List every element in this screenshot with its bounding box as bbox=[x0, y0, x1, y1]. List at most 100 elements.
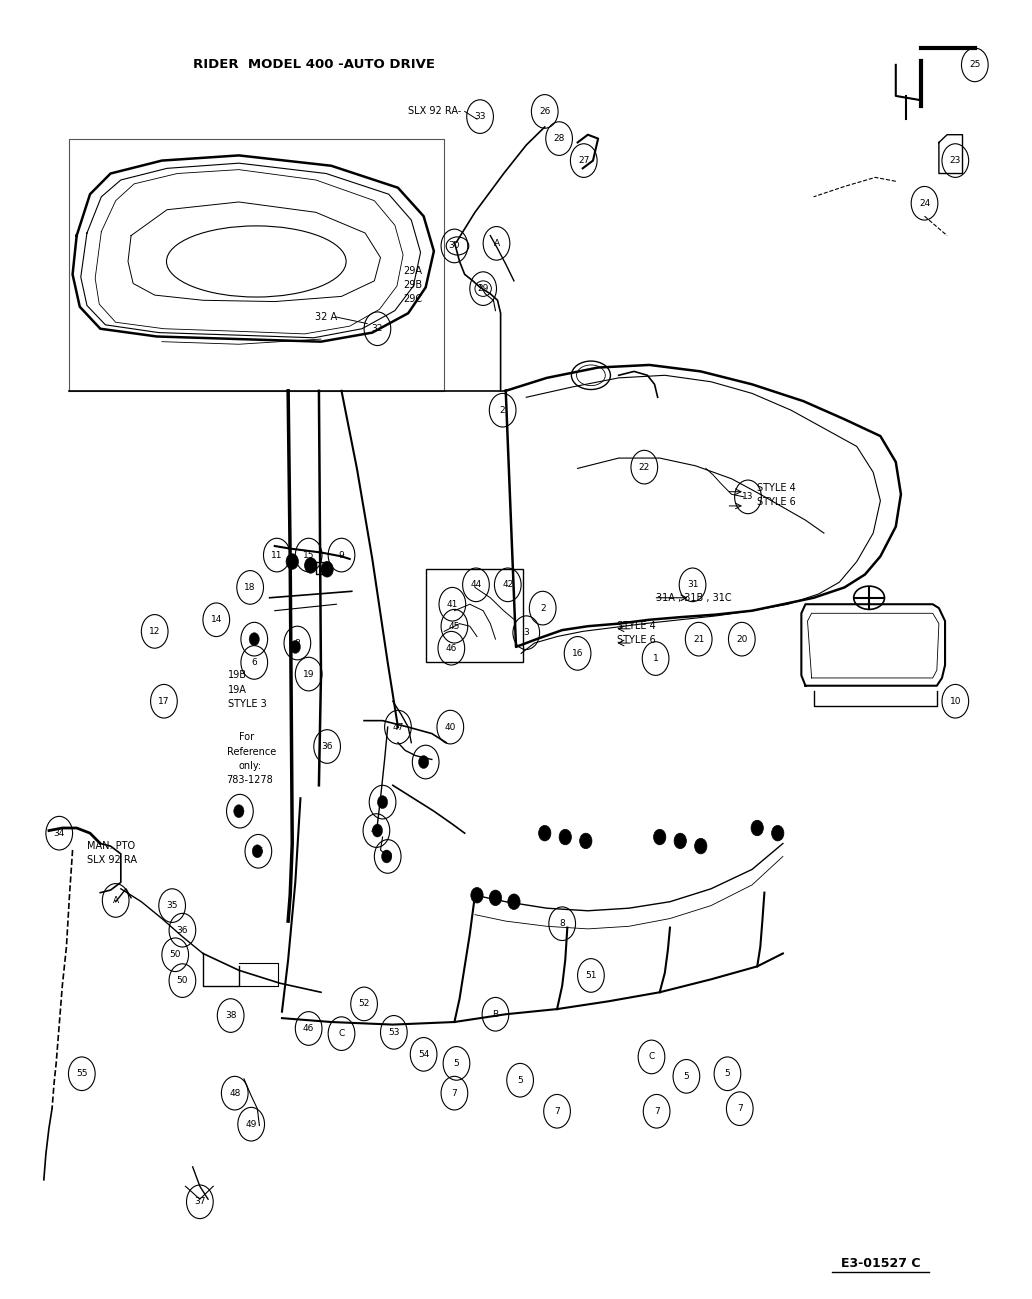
Text: 7: 7 bbox=[737, 1104, 743, 1113]
Text: 23: 23 bbox=[949, 156, 961, 165]
Text: 38: 38 bbox=[225, 1011, 236, 1020]
Text: 49: 49 bbox=[246, 1120, 257, 1129]
Text: 44: 44 bbox=[471, 581, 482, 590]
Text: 5: 5 bbox=[724, 1069, 731, 1078]
Text: 19A: 19A bbox=[228, 685, 247, 695]
Text: STYLE 3: STYLE 3 bbox=[228, 699, 266, 709]
Text: 15: 15 bbox=[303, 551, 315, 560]
Text: 5: 5 bbox=[517, 1076, 523, 1085]
Circle shape bbox=[286, 553, 298, 569]
Circle shape bbox=[674, 833, 686, 848]
Circle shape bbox=[252, 844, 262, 857]
Text: A: A bbox=[493, 239, 499, 248]
Text: 18: 18 bbox=[245, 583, 256, 592]
Text: 27: 27 bbox=[578, 156, 589, 165]
Text: only:: only: bbox=[238, 761, 262, 770]
Text: 19B: 19B bbox=[228, 670, 247, 681]
Text: 53: 53 bbox=[388, 1028, 399, 1037]
Text: 48: 48 bbox=[370, 826, 382, 835]
Text: 16: 16 bbox=[572, 650, 583, 657]
Text: 29B: 29B bbox=[404, 279, 422, 290]
Circle shape bbox=[419, 756, 428, 769]
Text: 42: 42 bbox=[503, 581, 513, 590]
Text: 12: 12 bbox=[149, 627, 160, 637]
Text: 33: 33 bbox=[475, 112, 486, 121]
Text: 11: 11 bbox=[271, 551, 283, 560]
Text: 7: 7 bbox=[653, 1107, 659, 1116]
Text: 54: 54 bbox=[418, 1050, 429, 1059]
Circle shape bbox=[373, 824, 383, 837]
Text: 15: 15 bbox=[253, 847, 264, 856]
Text: 34: 34 bbox=[54, 829, 65, 838]
Text: 45: 45 bbox=[449, 622, 460, 631]
Circle shape bbox=[539, 825, 551, 840]
Circle shape bbox=[580, 833, 592, 848]
Text: 25: 25 bbox=[969, 60, 980, 69]
Text: 22: 22 bbox=[639, 462, 650, 472]
Text: E3-01527 C: E3-01527 C bbox=[841, 1257, 921, 1270]
Text: 24: 24 bbox=[918, 199, 930, 208]
Circle shape bbox=[751, 820, 764, 835]
Text: 17: 17 bbox=[158, 696, 169, 705]
Text: 8: 8 bbox=[423, 757, 428, 766]
Text: 55: 55 bbox=[76, 1069, 88, 1078]
Text: SLX 92 RA-: SLX 92 RA- bbox=[409, 107, 461, 117]
Text: 4: 4 bbox=[252, 635, 257, 643]
Circle shape bbox=[508, 894, 520, 909]
Text: 9: 9 bbox=[237, 807, 243, 816]
Text: 29: 29 bbox=[478, 284, 489, 294]
Text: 43: 43 bbox=[377, 798, 388, 807]
Text: 40: 40 bbox=[445, 722, 456, 731]
Circle shape bbox=[290, 640, 300, 653]
Circle shape bbox=[382, 850, 392, 863]
Text: B: B bbox=[492, 1009, 498, 1018]
Text: 1: 1 bbox=[652, 655, 658, 662]
Text: 9: 9 bbox=[338, 551, 345, 560]
Text: 50: 50 bbox=[176, 976, 188, 985]
Text: 6: 6 bbox=[252, 657, 257, 666]
Text: 37: 37 bbox=[194, 1198, 205, 1207]
Text: 19: 19 bbox=[303, 669, 315, 678]
Text: 50: 50 bbox=[169, 951, 181, 959]
Text: MAN. PTO: MAN. PTO bbox=[87, 842, 135, 851]
Text: RIDER  MODEL 400 -AUTO DRIVE: RIDER MODEL 400 -AUTO DRIVE bbox=[193, 58, 434, 71]
Text: 49: 49 bbox=[382, 852, 393, 861]
Text: 36: 36 bbox=[321, 742, 333, 751]
Text: 48: 48 bbox=[229, 1089, 240, 1098]
Text: 5: 5 bbox=[454, 1059, 459, 1068]
Text: 32: 32 bbox=[372, 325, 383, 334]
Text: 31A , 31B , 31C: 31A , 31B , 31C bbox=[655, 592, 732, 603]
Text: 20: 20 bbox=[736, 635, 747, 643]
Bar bbox=[425, 569, 523, 662]
Text: 29C: 29C bbox=[404, 294, 422, 304]
Text: 783-1278: 783-1278 bbox=[227, 776, 273, 785]
Circle shape bbox=[471, 887, 483, 903]
Text: STYLE 4: STYLE 4 bbox=[757, 483, 796, 492]
Text: 2: 2 bbox=[499, 405, 506, 414]
Circle shape bbox=[489, 890, 502, 905]
Text: 46: 46 bbox=[303, 1024, 315, 1033]
Text: 21: 21 bbox=[694, 635, 705, 643]
Circle shape bbox=[321, 561, 333, 577]
Text: 31: 31 bbox=[687, 581, 699, 590]
Circle shape bbox=[304, 557, 317, 573]
Text: 30: 30 bbox=[449, 242, 460, 251]
Text: 2: 2 bbox=[540, 604, 546, 613]
Circle shape bbox=[772, 825, 784, 840]
Text: SLX 92 RA: SLX 92 RA bbox=[87, 855, 137, 865]
Text: 7: 7 bbox=[554, 1107, 560, 1116]
Text: STYLE 4: STYLE 4 bbox=[616, 621, 655, 631]
Text: 3: 3 bbox=[523, 629, 529, 638]
Text: 13: 13 bbox=[742, 492, 753, 501]
Text: A: A bbox=[112, 896, 119, 905]
Text: 26: 26 bbox=[539, 107, 550, 116]
Text: STYLE 6: STYLE 6 bbox=[616, 635, 655, 646]
Text: 5: 5 bbox=[683, 1072, 689, 1081]
Text: 51: 51 bbox=[585, 970, 596, 979]
Text: 10: 10 bbox=[949, 696, 961, 705]
Circle shape bbox=[249, 633, 259, 646]
Text: 14: 14 bbox=[211, 616, 222, 625]
Text: 47: 47 bbox=[392, 722, 404, 731]
Text: STYLE 6: STYLE 6 bbox=[757, 498, 796, 507]
Text: 29A: 29A bbox=[404, 265, 422, 275]
